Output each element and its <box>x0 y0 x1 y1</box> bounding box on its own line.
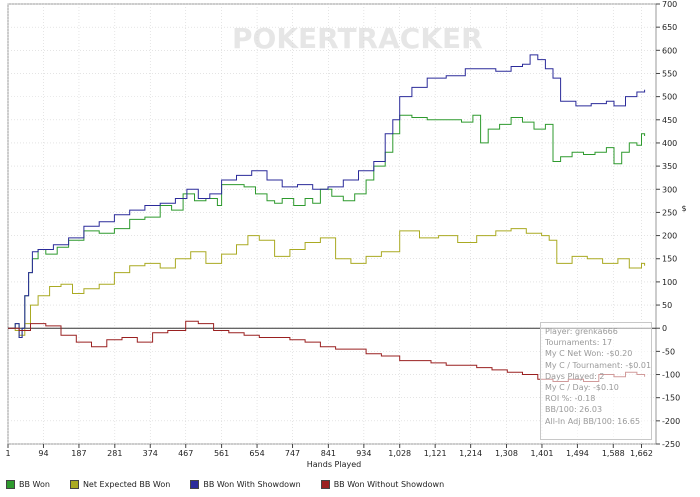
stat-per-tournament: My C / Tournament: -$0.01 <box>545 360 652 370</box>
y-axis: -250 -200 -150 -100 -50 0 50 100 150 200 250 300 350… <box>656 0 680 449</box>
x-tick-label: 94 <box>38 449 48 458</box>
y-tick-label: 600 <box>662 46 677 55</box>
x-tick-label: 747 <box>285 449 300 458</box>
stat-bb100: BB/100: 26.03 <box>545 405 603 415</box>
y-tick-label: 0 <box>662 324 667 333</box>
legend-swatch <box>69 479 79 489</box>
x-tick-label: 561 <box>214 449 229 458</box>
legend-item-with-showdown[interactable]: BB Won With Showdown <box>190 476 301 492</box>
y-tick-label: 300 <box>662 185 677 194</box>
x-tick-label: 187 <box>71 449 86 458</box>
x-tick-label: 1 <box>5 449 10 458</box>
legend: BB Won Net Expected BB Won BB Won With S… <box>6 476 686 492</box>
y-tick-label: -100 <box>662 371 680 380</box>
y-tick-label: -200 <box>662 417 680 426</box>
y-tick-label: 650 <box>662 23 677 32</box>
legend-swatch <box>6 479 15 489</box>
stats-panel: Player: grenka666 Tournaments: 17 My C N… <box>540 322 652 440</box>
y-tick-label: -50 <box>662 347 675 356</box>
stat-allin-bb100: All-In Adj BB/100: 16.65 <box>545 416 641 426</box>
y-tick-label: 350 <box>662 162 677 171</box>
x-tick-label: 654 <box>249 449 264 458</box>
x-axis-title: Hands Played <box>307 460 361 469</box>
legend-swatch <box>320 479 330 489</box>
y-tick-label: 250 <box>662 208 677 217</box>
y-axis-title: $ <box>681 204 686 213</box>
stat-tournaments: Tournaments: 17 <box>545 338 613 348</box>
x-tick-label: 1,214 <box>459 449 482 458</box>
y-tick-label: -150 <box>662 394 680 403</box>
x-tick-label: 1,494 <box>566 449 589 458</box>
y-tick-label: 450 <box>662 116 677 125</box>
series-line-1 <box>8 228 646 336</box>
y-tick-label: 200 <box>662 232 677 241</box>
y-tick-label: 550 <box>662 69 677 78</box>
x-tick-label: 1,662 <box>630 449 653 458</box>
y-tick-label: 100 <box>662 278 677 287</box>
y-tick-label: -250 <box>662 440 680 449</box>
stat-per-day: My C / Day: -$0.10 <box>545 383 619 393</box>
legend-item-net-expected[interactable]: Net Expected BB Won <box>69 476 171 492</box>
legend-label: Net Expected BB Won <box>82 479 171 489</box>
watermark-text: POKERTRACKER <box>232 22 483 55</box>
stat-roi: ROI %: -0.18 <box>545 394 596 404</box>
y-tick-label: 400 <box>662 139 677 148</box>
legend-label: BB Won <box>19 479 50 489</box>
y-tick-label: 50 <box>662 301 672 310</box>
x-tick-label: 934 <box>356 449 371 458</box>
legend-item-without-showdown[interactable]: BB Won Without Showdown <box>320 476 445 492</box>
x-tick-label: 374 <box>143 449 158 458</box>
stat-days-played: Days Played: 2 <box>545 371 605 381</box>
x-tick-label: 1,121 <box>424 449 447 458</box>
stat-net-won: My C Net Won: -$0.20 <box>545 349 633 359</box>
x-tick-label: 1,308 <box>495 449 518 458</box>
legend-label: BB Won Without Showdown <box>333 479 445 489</box>
legend-label: BB Won With Showdown <box>203 479 301 489</box>
x-tick-label: 1,028 <box>388 449 411 458</box>
y-tick-label: 500 <box>662 93 677 102</box>
x-tick-label: 1,588 <box>602 449 625 458</box>
y-tick-label: 700 <box>662 0 677 9</box>
series-line-2 <box>8 54 646 338</box>
x-axis: 1 94 187 281 374 467 561 654 747 841 934 1,028 1,121… <box>5 444 653 458</box>
x-tick-label: 1,401 <box>531 449 554 458</box>
y-tick-label: 150 <box>662 255 677 264</box>
x-tick-label: 281 <box>107 449 122 458</box>
legend-swatch <box>190 479 200 489</box>
x-tick-label: 467 <box>178 449 193 458</box>
legend-item-bb-won[interactable]: BB Won <box>6 476 50 492</box>
x-tick-label: 841 <box>321 449 336 458</box>
stat-player: Player: grenka666 <box>545 327 618 336</box>
